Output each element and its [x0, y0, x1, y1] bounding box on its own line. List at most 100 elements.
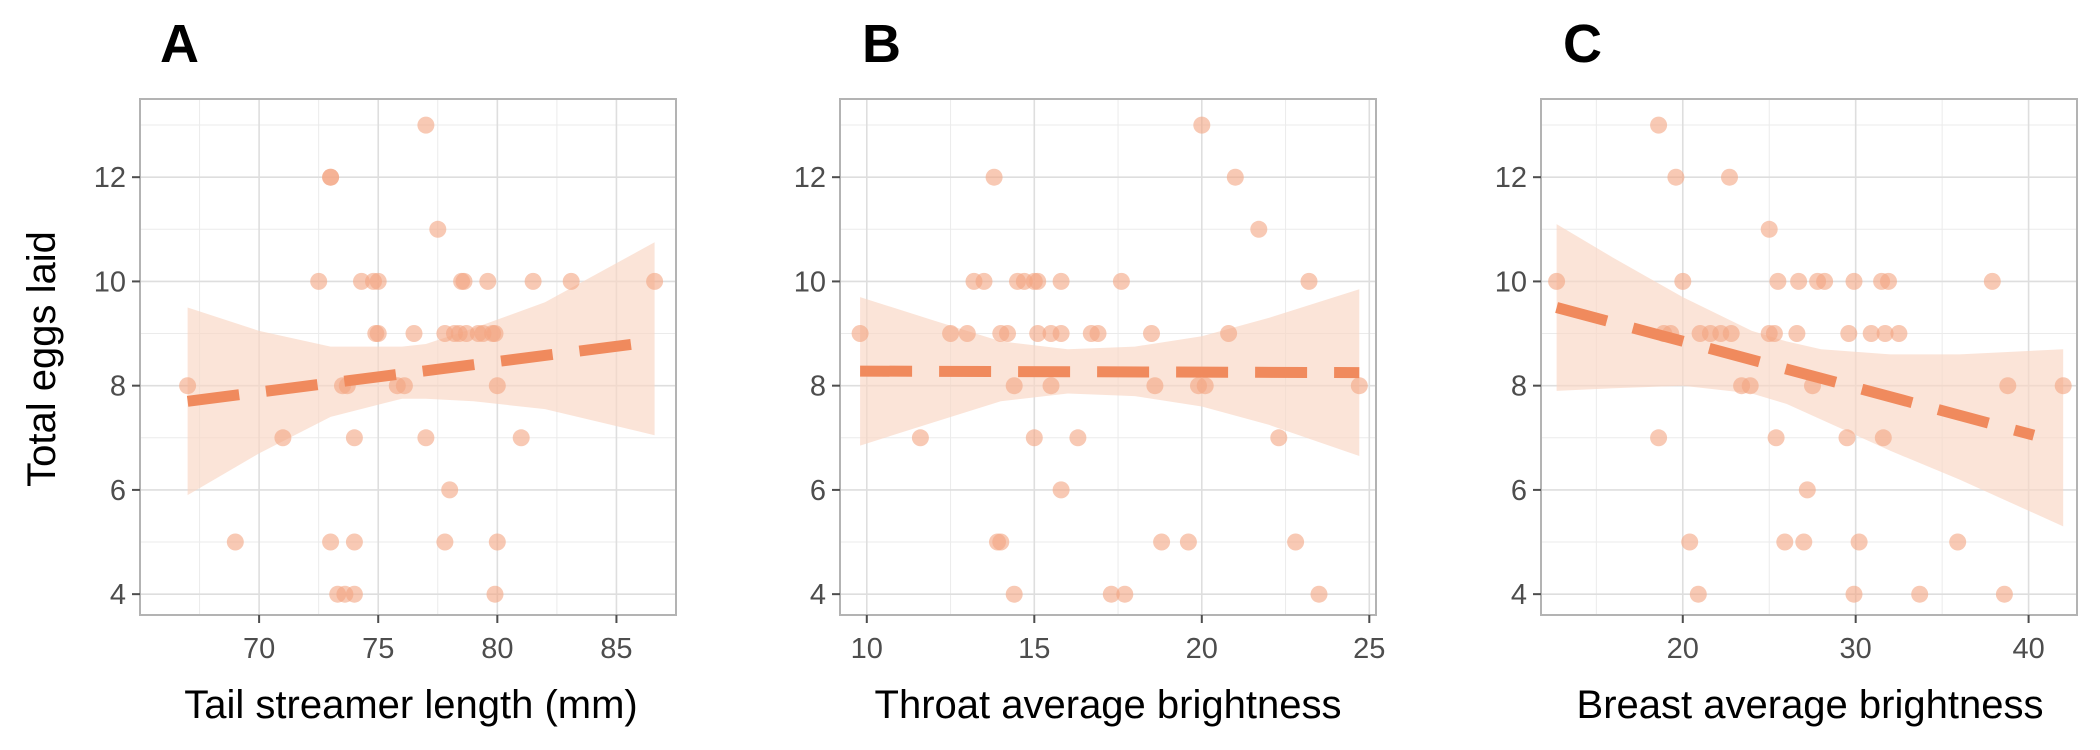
panel-a-data-point	[562, 272, 580, 290]
panel-c-data-point	[1880, 272, 1897, 290]
panel-c-x-tick-label: 20	[1667, 633, 1699, 665]
panel-a-data-point	[369, 272, 387, 290]
panel-c-data-point	[1769, 272, 1787, 290]
panel-c-data-point	[1721, 168, 1738, 186]
panel-c-data-point	[1681, 533, 1699, 551]
panel-b-data-point	[958, 325, 976, 342]
panel-b-data-point	[1220, 325, 1238, 342]
panel-c-y-tick-label: 12	[1495, 162, 1527, 194]
panel-a-x-tick-label: 75	[362, 633, 394, 665]
panel-c-data-point	[1765, 325, 1783, 342]
panel-b-fit-line	[860, 365, 1360, 379]
panel-c-x-tick-label: 30	[1840, 633, 1872, 665]
panel-a-data-point	[479, 272, 497, 290]
panel-b-data-point	[1153, 533, 1171, 551]
panel-b-letter: B	[862, 14, 901, 74]
panel-c-data-point	[1674, 272, 1692, 290]
panel-a-data-point	[436, 533, 454, 551]
panel-b-panel-border	[839, 98, 1377, 616]
panel-c-fit-line	[1555, 302, 2036, 441]
panel-c-data-point	[1911, 585, 1929, 603]
panel-c-data-point	[1798, 481, 1816, 499]
panel-b-data-point	[1226, 168, 1244, 186]
panel-b-data-point	[999, 325, 1016, 342]
panel-b-data-point	[1069, 429, 1087, 447]
panel-a-data-point	[345, 533, 363, 551]
panel-a-data-point	[179, 377, 197, 395]
panel-a-data-point	[369, 325, 387, 342]
panel-b-data-point	[992, 533, 1010, 551]
panel-c-panel-border	[1540, 98, 2078, 616]
panel-b-data-point	[975, 272, 993, 290]
panel-b-data-point	[1052, 481, 1070, 499]
panel-b-data-point	[1350, 377, 1368, 395]
panel-c: 20 30 40 4 6 8 10 12	[1495, 98, 2078, 665]
panel-a-data-point	[395, 377, 413, 395]
panel-a-x-tick-label: 80	[481, 633, 513, 665]
panel-a-data-point	[310, 272, 328, 290]
panel-c-data-point	[1862, 325, 1880, 342]
panel-c-y-tick-label: 4	[1511, 579, 1527, 611]
panel-c-data-point	[1845, 585, 1863, 603]
panel-a-y-tick-label: 8	[110, 371, 126, 403]
panel-a-data-point	[417, 116, 435, 134]
panel-c-data-point	[1722, 325, 1740, 342]
panel-a-y-tick-label: 4	[110, 579, 126, 611]
panel-a-data-point	[486, 585, 504, 603]
panel-c-data-point	[1689, 585, 1707, 603]
panel-b-data-point	[1052, 325, 1070, 342]
panel-c-data-point	[1890, 325, 1908, 342]
panel-a-y-tick-label: 12	[94, 162, 126, 194]
panel-c-y-tick-label: 8	[1511, 371, 1527, 403]
panel-c-data-point	[1876, 325, 1894, 342]
panel-b-data-point	[1250, 220, 1268, 238]
panel-a-data-point	[455, 272, 473, 290]
panel-c-data-point	[1995, 585, 2013, 603]
panel-b-data-point	[1052, 272, 1070, 290]
panel-b-data-point	[1029, 272, 1047, 290]
panel-c-data-point	[1845, 272, 1863, 290]
panel-a-y-tick-label: 6	[110, 475, 126, 507]
panel-a-data-point	[417, 429, 435, 447]
panel-a-data-point	[405, 325, 423, 342]
panel-b-data-point	[1089, 325, 1107, 342]
panel-a-data-point	[488, 377, 506, 395]
panel-a-data-point	[226, 533, 244, 551]
panel-b-data-point	[1310, 585, 1328, 603]
panel-b-data-point	[911, 429, 929, 447]
panel-b-data-point	[1300, 272, 1318, 290]
panel-a-x-tick-label: 85	[600, 633, 632, 665]
panel-c-y-tick-label: 10	[1495, 266, 1527, 298]
panel-b-data-point	[1196, 377, 1214, 395]
panel-b-data-point	[1287, 533, 1305, 551]
panel-b-data-point	[942, 325, 960, 342]
panel-a-data-point	[486, 325, 504, 342]
panel-c-data-point	[1760, 220, 1778, 238]
panel-b-data-point	[1112, 272, 1130, 290]
panel-b: 10 15 20 25 4 6 8 10 12	[794, 98, 1385, 665]
panel-b-data-point	[985, 168, 1003, 186]
panel-c-data-point	[1999, 377, 2017, 395]
panel-a-x-tick-label: 70	[243, 633, 275, 665]
panel-a-panel-border	[139, 98, 677, 616]
panel-c-data-point	[2054, 377, 2072, 395]
panel-b-x-tick-label: 25	[1353, 633, 1385, 665]
panel-c-data-point	[1650, 429, 1668, 447]
panel-a-data-point	[524, 272, 542, 290]
panel-b-data-point	[1143, 325, 1160, 342]
panel-c-data-point	[1650, 116, 1668, 134]
panel-a-data-point	[322, 533, 340, 551]
panel-c-data-point	[1788, 325, 1806, 342]
panel-c-data-point	[1667, 168, 1685, 186]
panel-c-data-point	[1741, 377, 1759, 395]
panel-c-data-point	[1767, 429, 1785, 447]
panel-c-data-point	[1838, 429, 1856, 447]
panel-c-x-axis-label: Breast average brightness	[1577, 683, 2044, 727]
panel-b-y-tick-label: 6	[810, 475, 826, 507]
panel-b-data-point	[1025, 429, 1043, 447]
panel-c-data-point	[1790, 272, 1808, 290]
panel-c-data-point	[1949, 533, 1967, 551]
panel-c-data-point	[1983, 272, 2001, 290]
panel-b-data-point	[1116, 585, 1134, 603]
panel-b-y-tick-label: 8	[810, 371, 826, 403]
